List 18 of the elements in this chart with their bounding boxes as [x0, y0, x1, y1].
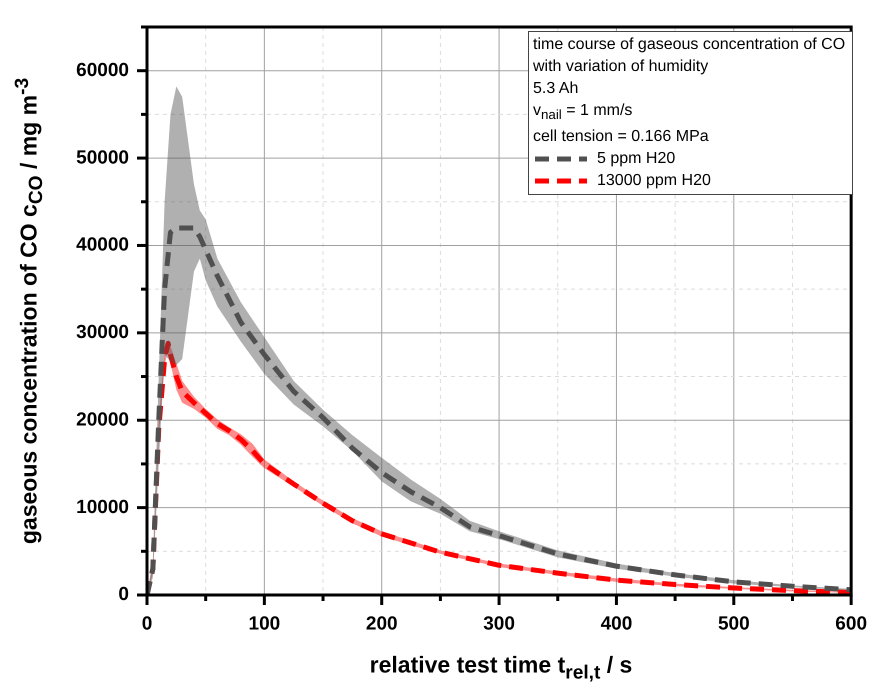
x-tick-label: 200 [366, 614, 398, 635]
x-tick-label: 300 [483, 614, 515, 635]
x-tick-label: 500 [718, 614, 750, 635]
y-tick-label: 50000 [76, 147, 129, 168]
y-tick-label: 40000 [76, 234, 129, 256]
y-tick-label: 20000 [76, 409, 129, 430]
y-tick-label: 0 [118, 584, 129, 606]
y-tick-label: 60000 [76, 60, 129, 81]
y-tick-label: 30000 [76, 322, 129, 344]
x-tick-label: 600 [835, 614, 867, 635]
y-tick-label: 10000 [76, 496, 129, 518]
x-tick-label: 100 [248, 614, 280, 635]
x-tick-label: 0 [142, 614, 152, 635]
legend-title: time course of gaseous concentration of CO with variation of humidity 5.3 Ah v$_{nail}$ = 1 mm/s cell tension = 0.166 MPa [533, 35, 846, 148]
legend-label: 13000 ppm H20 [597, 171, 711, 192]
x-axis-title: relative test time t$_{rel,t}$ / s [370, 652, 632, 684]
legend-label: 5 ppm H20 [597, 149, 676, 170]
x-tick-label: 400 [600, 614, 632, 635]
